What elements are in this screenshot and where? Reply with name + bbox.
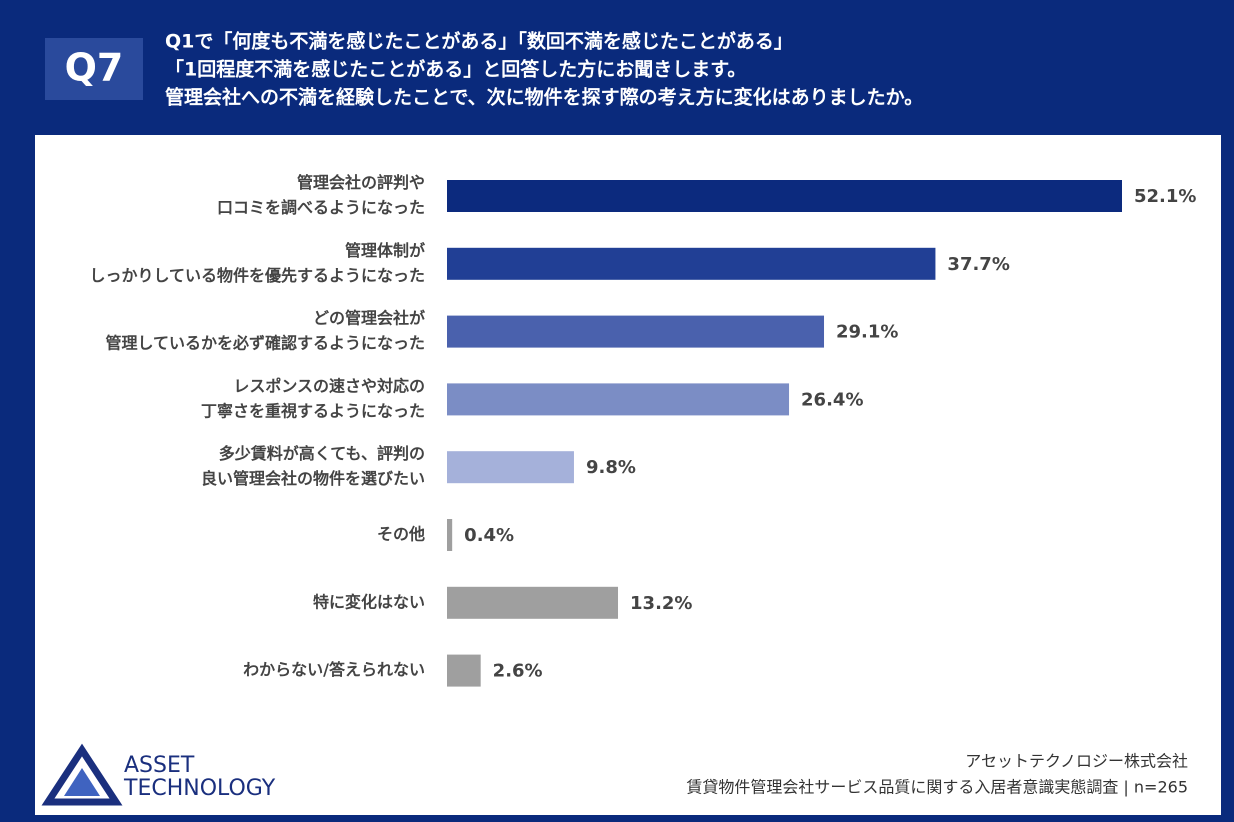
category-label: わからない/答えられない bbox=[243, 660, 425, 679]
value-label: 52.1% bbox=[1134, 186, 1196, 207]
bar bbox=[447, 519, 453, 551]
bar bbox=[447, 451, 574, 484]
logo-mark bbox=[64, 768, 100, 796]
title-line: 管理会社への不満を経験したことで、次に物件を探す際の考え方に変化はありましたか。 bbox=[165, 86, 923, 109]
title-line: Q1で「何度も不満を感じたことがある」「数回不満を感じたことがある」 bbox=[165, 30, 793, 53]
value-label: 0.4% bbox=[464, 525, 514, 546]
category-label: 管理会社の評判や bbox=[297, 173, 425, 192]
category-label: 管理しているかを必ず確認するようになった bbox=[105, 334, 425, 353]
value-label: 9.8% bbox=[586, 457, 636, 478]
bar bbox=[447, 586, 619, 619]
title-line: 「1回程度不満を感じたことがある」と回答した方にお聞きします。 bbox=[165, 58, 746, 81]
category-label: 良い管理会社の物件を選びたい bbox=[201, 469, 425, 488]
value-label: 13.2% bbox=[630, 593, 692, 614]
bar bbox=[447, 247, 936, 280]
category-label: しっかりしている物件を優先するようになった bbox=[89, 266, 425, 285]
value-label: 26.4% bbox=[801, 389, 863, 410]
value-label: 29.1% bbox=[836, 322, 898, 343]
value-label: 37.7% bbox=[947, 254, 1009, 275]
category-label: 丁寧さを重視するようになった bbox=[201, 401, 425, 420]
category-label: どの管理会社が bbox=[313, 309, 425, 328]
category-label: 特に変化はない bbox=[313, 592, 425, 611]
logo-mark bbox=[41, 743, 123, 806]
q-label: Q7 bbox=[65, 46, 124, 90]
bar bbox=[447, 383, 790, 416]
category-label: 口コミを調べるようになった bbox=[217, 198, 425, 217]
category-label: レスポンスの速さや対応の bbox=[233, 376, 425, 395]
source: アセットテクノロジー株式会社 bbox=[965, 752, 1188, 771]
q-box bbox=[45, 38, 143, 100]
category-label: 多少賃料が高くても、評判の bbox=[219, 444, 425, 463]
category-label: その他 bbox=[377, 525, 425, 544]
value-label: 2.6% bbox=[493, 661, 543, 682]
source: 賃貸物件管理会社サービス品質に関する入居者意識実態調査 | n=265 bbox=[686, 778, 1188, 797]
category-label: 管理体制が bbox=[345, 241, 425, 260]
bar bbox=[447, 654, 481, 687]
bar bbox=[447, 180, 1122, 212]
bar bbox=[447, 315, 825, 348]
logo-text: ASSET bbox=[124, 753, 195, 778]
logo-text: TECHNOLOGY bbox=[123, 776, 276, 801]
